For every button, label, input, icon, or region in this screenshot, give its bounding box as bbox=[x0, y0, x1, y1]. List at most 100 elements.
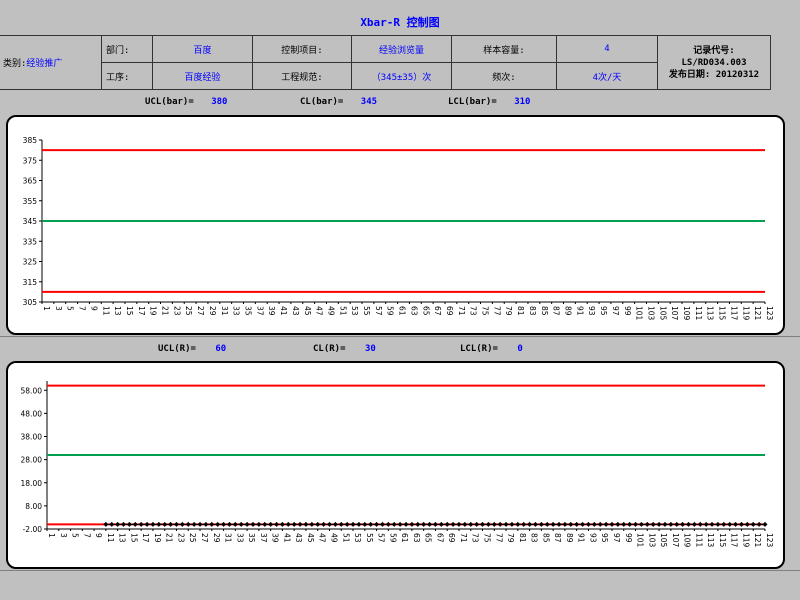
x-tick-label: 95 bbox=[599, 306, 608, 316]
data-point bbox=[250, 521, 256, 527]
data-point bbox=[733, 521, 739, 527]
xbar-cl-value: 345 bbox=[360, 97, 378, 107]
category-cell: 类别:经验推广 bbox=[0, 35, 102, 90]
data-point bbox=[203, 521, 209, 527]
data-point bbox=[480, 521, 486, 527]
data-point bbox=[362, 521, 368, 527]
x-tick-label: 121 bbox=[753, 533, 762, 548]
data-point bbox=[462, 521, 468, 527]
x-tick-label: 7 bbox=[82, 533, 91, 538]
data-point bbox=[597, 521, 603, 527]
x-tick-label: 97 bbox=[612, 533, 621, 543]
x-tick-label: 33 bbox=[232, 306, 241, 316]
data-point bbox=[244, 521, 250, 527]
data-point bbox=[703, 521, 709, 527]
freq-value: 4次/天 bbox=[556, 62, 658, 90]
data-point bbox=[285, 521, 291, 527]
data-point bbox=[744, 521, 750, 527]
x-tick-label: 81 bbox=[518, 533, 527, 543]
y-tick-label: 325 bbox=[23, 258, 38, 267]
data-point bbox=[179, 521, 185, 527]
x-tick-label: 119 bbox=[741, 306, 750, 321]
data-point bbox=[650, 521, 656, 527]
data-point bbox=[474, 521, 480, 527]
x-tick-label: 113 bbox=[706, 533, 715, 548]
data-point bbox=[221, 521, 227, 527]
data-point bbox=[379, 521, 385, 527]
y-tick-label: 345 bbox=[23, 217, 38, 226]
data-point bbox=[297, 521, 303, 527]
data-point bbox=[627, 521, 633, 527]
data-point bbox=[232, 521, 238, 527]
xbar-cl-label: CL(bar)= bbox=[300, 97, 344, 107]
category-value: 经验推广 bbox=[26, 59, 63, 69]
data-point bbox=[662, 521, 668, 527]
x-tick-label: 19 bbox=[153, 533, 162, 543]
x-tick-label: 73 bbox=[471, 533, 480, 543]
x-tick-label: 17 bbox=[137, 306, 146, 316]
data-point bbox=[226, 521, 232, 527]
record-code: LS/RD034.003 bbox=[681, 57, 747, 68]
item-value: 经验浏览量 bbox=[351, 35, 452, 63]
data-point bbox=[126, 521, 132, 527]
x-tick-label: 15 bbox=[125, 306, 134, 316]
data-point bbox=[209, 521, 215, 527]
data-point bbox=[238, 521, 244, 527]
x-tick-label: 1 bbox=[47, 533, 56, 538]
y-tick-label: 48.00 bbox=[21, 409, 43, 418]
x-tick-label: 11 bbox=[106, 533, 115, 543]
x-tick-label: 103 bbox=[646, 306, 655, 321]
data-point bbox=[468, 521, 474, 527]
x-tick-label: 97 bbox=[611, 306, 620, 316]
data-point bbox=[315, 521, 321, 527]
data-point bbox=[503, 521, 509, 527]
data-point bbox=[562, 521, 568, 527]
data-point bbox=[580, 521, 586, 527]
x-tick-label: 49 bbox=[326, 306, 335, 316]
x-tick-label: 83 bbox=[528, 306, 537, 316]
y-tick-label: 385 bbox=[23, 136, 38, 145]
data-point bbox=[303, 521, 309, 527]
data-point bbox=[538, 521, 544, 527]
xbar-chart-panel: 385 375 365 355 345 335 325 315 305 1 3 5 7 9 11 13 15 17… bbox=[6, 115, 785, 335]
x-tick-label: 111 bbox=[694, 533, 703, 548]
data-point bbox=[274, 521, 280, 527]
x-tick-label: 55 bbox=[362, 306, 371, 316]
data-point bbox=[409, 521, 415, 527]
data-point bbox=[438, 521, 444, 527]
sample-value: 4 bbox=[556, 35, 658, 63]
x-tick-label: 29 bbox=[212, 533, 221, 543]
data-point bbox=[138, 521, 144, 527]
y-tick-label: 58.00 bbox=[21, 386, 43, 395]
data-point bbox=[115, 521, 121, 527]
y-tick-label: 28.00 bbox=[21, 456, 43, 465]
data-point bbox=[527, 521, 533, 527]
r-lcl-value: 0 bbox=[517, 344, 523, 354]
data-point bbox=[173, 521, 179, 527]
data-point bbox=[162, 521, 168, 527]
data-point bbox=[397, 521, 403, 527]
data-point bbox=[585, 521, 591, 527]
x-tick-label: 107 bbox=[670, 306, 679, 321]
x-tick-label: 117 bbox=[729, 306, 738, 321]
r-lcl-label: LCL(R)= bbox=[460, 344, 498, 354]
x-tick-label: 85 bbox=[541, 533, 550, 543]
data-point bbox=[321, 521, 327, 527]
y-tick-label: -2.00 bbox=[23, 525, 43, 534]
x-tick-label: 79 bbox=[504, 306, 513, 316]
x-tick-label: 79 bbox=[506, 533, 515, 543]
x-tick-label: 71 bbox=[459, 533, 468, 543]
x-tick-label: 23 bbox=[176, 533, 185, 543]
data-point bbox=[738, 521, 744, 527]
x-tick-label: 41 bbox=[282, 533, 291, 543]
data-point bbox=[262, 521, 268, 527]
x-tick-label: 119 bbox=[741, 533, 750, 548]
x-tick-label: 37 bbox=[259, 533, 268, 543]
x-tick-label: 105 bbox=[659, 533, 668, 548]
dept-label: 部门: bbox=[101, 35, 153, 63]
x-tick-label: 101 bbox=[635, 306, 644, 321]
x-tick-label: 57 bbox=[377, 533, 386, 543]
data-point bbox=[338, 521, 344, 527]
x-tick-label: 53 bbox=[350, 306, 359, 316]
x-tick-label: 53 bbox=[353, 533, 362, 543]
